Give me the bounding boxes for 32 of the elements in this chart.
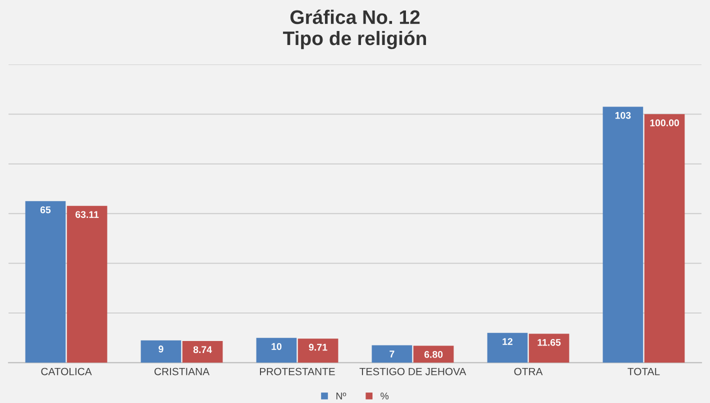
bar [372, 345, 412, 363]
data-label: 100.00 [650, 119, 679, 126]
bar [602, 106, 644, 363]
data-label: 11.65 [538, 338, 561, 346]
data-label: 103 [615, 112, 631, 119]
x-tick-label: TOTAL [628, 368, 660, 376]
bar [182, 340, 223, 363]
x-tick-label: PROTESTANTE [260, 368, 335, 376]
legend-label: Nº [336, 392, 346, 400]
bar [25, 201, 66, 363]
data-label: 10 [272, 343, 282, 350]
bar [644, 114, 685, 363]
data-label: 65 [40, 206, 51, 214]
bar [140, 340, 182, 363]
bar [528, 334, 570, 363]
x-tick-label: CATOLICA [41, 368, 92, 376]
data-label: 8.74 [193, 346, 212, 354]
bar [66, 206, 108, 363]
legend-label: % [380, 392, 389, 400]
data-label: 7 [390, 350, 394, 358]
bar [256, 338, 297, 363]
data-label: 9.71 [308, 344, 328, 351]
x-tick-label: CRISTIANA [154, 368, 210, 376]
data-label: 12 [502, 338, 512, 345]
data-label: 9 [158, 346, 164, 352]
x-tick-label: OTRA [514, 368, 543, 376]
data-label: 6.80 [424, 351, 443, 358]
bar [487, 332, 528, 363]
bar [298, 338, 338, 363]
chart-title: Gráfica No. 12 Tipo de religión [283, 10, 426, 50]
data-label: 63.11 [76, 211, 99, 218]
x-tick-label: TESTIGO DE JEHOVA [360, 368, 466, 376]
